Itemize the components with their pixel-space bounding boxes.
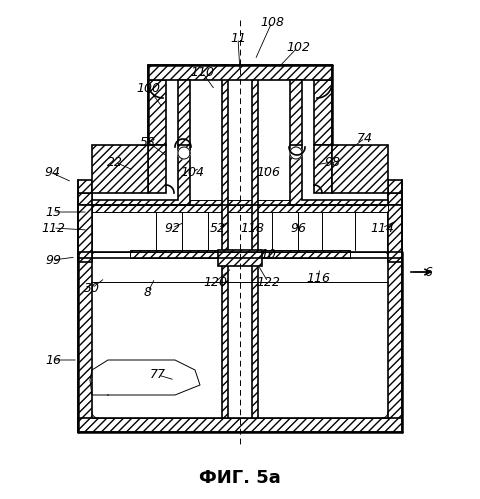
Text: 120: 120 xyxy=(203,275,227,288)
Polygon shape xyxy=(332,145,388,193)
Text: 100: 100 xyxy=(136,81,160,94)
Text: 8: 8 xyxy=(144,285,152,298)
Text: 108: 108 xyxy=(260,15,284,28)
Polygon shape xyxy=(92,200,388,205)
Text: 74: 74 xyxy=(357,132,373,145)
Polygon shape xyxy=(78,252,92,432)
Text: 104: 104 xyxy=(180,166,204,179)
Polygon shape xyxy=(78,180,92,193)
Text: 98: 98 xyxy=(324,156,340,169)
Polygon shape xyxy=(130,250,350,258)
Polygon shape xyxy=(290,145,388,205)
Polygon shape xyxy=(388,193,402,205)
Text: 99: 99 xyxy=(45,253,61,266)
Text: 58: 58 xyxy=(140,136,156,149)
Polygon shape xyxy=(314,145,332,193)
Polygon shape xyxy=(388,205,402,258)
Text: 15: 15 xyxy=(45,206,61,219)
Polygon shape xyxy=(78,193,92,205)
Polygon shape xyxy=(178,147,190,159)
Polygon shape xyxy=(388,180,402,193)
Polygon shape xyxy=(222,65,228,418)
Polygon shape xyxy=(148,145,166,193)
Polygon shape xyxy=(92,145,148,193)
Text: 30: 30 xyxy=(84,281,100,294)
Text: 122: 122 xyxy=(256,275,280,288)
Polygon shape xyxy=(218,250,262,266)
Polygon shape xyxy=(178,80,190,150)
Text: 16: 16 xyxy=(45,353,61,366)
Polygon shape xyxy=(92,205,388,212)
Text: 116: 116 xyxy=(306,271,330,284)
Text: 94: 94 xyxy=(44,167,60,180)
Polygon shape xyxy=(148,80,166,145)
Text: 118: 118 xyxy=(240,222,264,235)
Polygon shape xyxy=(78,252,92,262)
Text: 52: 52 xyxy=(210,222,226,235)
Text: 96: 96 xyxy=(290,222,306,235)
Polygon shape xyxy=(388,252,402,432)
Polygon shape xyxy=(148,65,332,80)
Polygon shape xyxy=(388,193,402,252)
Polygon shape xyxy=(78,418,402,432)
Text: 6: 6 xyxy=(424,265,432,278)
Text: 77: 77 xyxy=(150,368,166,382)
Text: 22: 22 xyxy=(107,156,123,169)
Text: 11: 11 xyxy=(230,31,246,44)
Polygon shape xyxy=(92,145,190,205)
Polygon shape xyxy=(78,193,92,252)
Text: 10: 10 xyxy=(260,249,276,261)
Text: 110: 110 xyxy=(190,65,214,78)
Polygon shape xyxy=(388,252,402,262)
Text: 102: 102 xyxy=(286,40,310,53)
Text: 114: 114 xyxy=(370,222,394,235)
Polygon shape xyxy=(290,147,302,159)
Text: 106: 106 xyxy=(256,166,280,179)
Polygon shape xyxy=(78,205,92,258)
Polygon shape xyxy=(252,65,258,418)
Text: 112: 112 xyxy=(41,222,65,235)
Polygon shape xyxy=(290,80,302,150)
Text: ФИГ. 5а: ФИГ. 5а xyxy=(199,469,281,487)
Text: 92: 92 xyxy=(164,222,180,235)
Polygon shape xyxy=(314,80,332,145)
